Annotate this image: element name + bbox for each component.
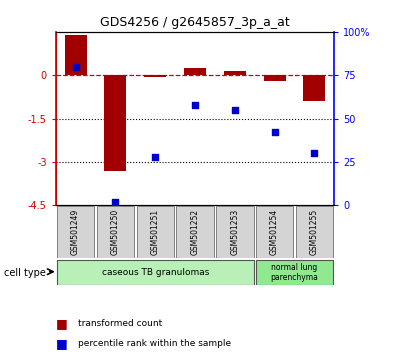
Bar: [256, 206, 293, 258]
Text: normal lung
parenchyma: normal lung parenchyma: [271, 263, 318, 282]
Bar: [65, 35, 87, 75]
Bar: [263, 75, 285, 81]
Bar: [137, 206, 174, 258]
Bar: [256, 260, 333, 285]
Bar: [97, 206, 134, 258]
Text: percentile rank within the sample: percentile rank within the sample: [78, 339, 231, 348]
Text: ■: ■: [56, 337, 68, 350]
Point: [152, 154, 158, 160]
Bar: [57, 206, 94, 258]
Bar: [296, 206, 333, 258]
Title: GDS4256 / g2645857_3p_a_at: GDS4256 / g2645857_3p_a_at: [100, 16, 290, 29]
Text: GSM501254: GSM501254: [270, 209, 279, 255]
Bar: [216, 206, 254, 258]
Text: GSM501255: GSM501255: [310, 209, 319, 255]
Bar: [303, 75, 325, 101]
Bar: [176, 206, 214, 258]
Text: transformed count: transformed count: [78, 319, 162, 329]
Text: ■: ■: [56, 318, 68, 330]
Bar: [144, 75, 166, 77]
Text: GSM501251: GSM501251: [151, 209, 160, 255]
Point: [311, 150, 318, 156]
Point: [271, 130, 278, 135]
Text: cell type: cell type: [4, 268, 46, 278]
Point: [192, 102, 198, 108]
Bar: [104, 75, 126, 171]
Bar: [184, 68, 206, 75]
Bar: [57, 260, 254, 285]
Point: [72, 64, 79, 69]
Text: GSM501249: GSM501249: [71, 209, 80, 255]
Text: caseous TB granulomas: caseous TB granulomas: [101, 268, 209, 277]
Text: GSM501250: GSM501250: [111, 209, 120, 255]
Text: GSM501252: GSM501252: [191, 209, 199, 255]
Point: [112, 199, 119, 205]
Text: GSM501253: GSM501253: [230, 209, 239, 255]
Point: [232, 107, 238, 113]
Bar: [224, 71, 246, 75]
